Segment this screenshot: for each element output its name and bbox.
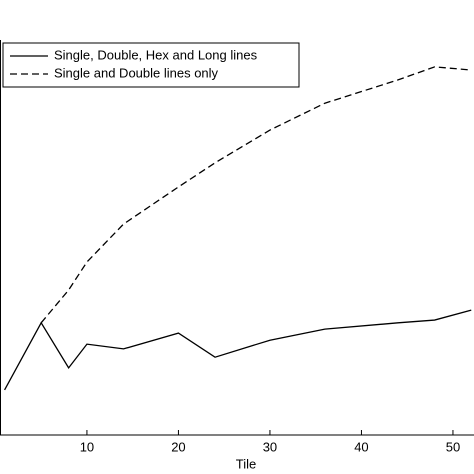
legend-box xyxy=(2,42,300,88)
series-line xyxy=(40,66,472,324)
x-axis-label: Tile xyxy=(236,456,256,471)
x-tick-label: 40 xyxy=(354,439,368,454)
legend-label: Single and Double lines only xyxy=(54,65,219,80)
x-tick-label: 30 xyxy=(263,439,277,454)
x-tick-label: 50 xyxy=(446,439,460,454)
x-tick-label: 10 xyxy=(80,439,94,454)
legend-label: Single, Double, Hex and Long lines xyxy=(54,47,258,62)
series-line xyxy=(4,309,472,391)
x-tick-label: 20 xyxy=(171,439,185,454)
